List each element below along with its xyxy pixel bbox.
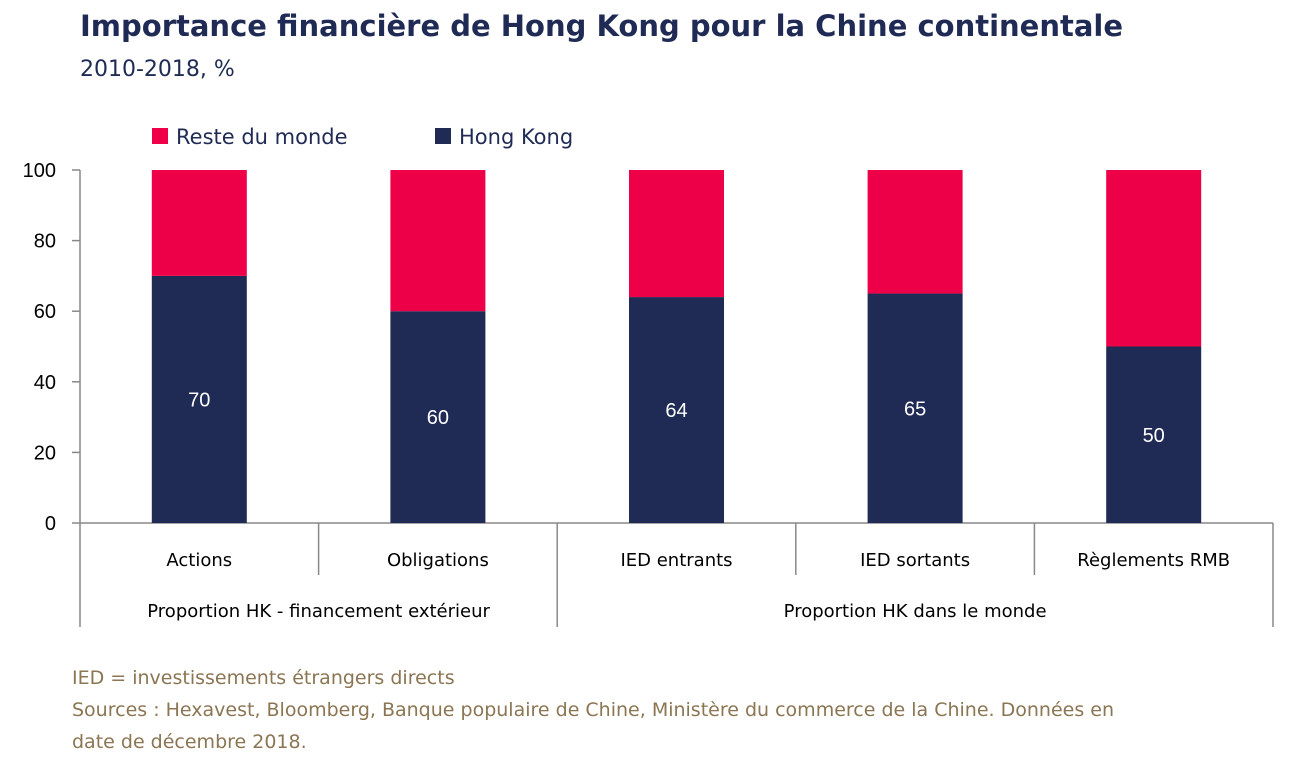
chart-subtitle: 2010-2018, % — [80, 57, 235, 82]
footnote-1: IED = investissements étrangers directs — [72, 667, 455, 689]
data-label: 60 — [427, 407, 449, 429]
bar-reste-du-monde — [629, 170, 724, 298]
bar-reste-du-monde — [1106, 170, 1202, 347]
category-label: Actions — [166, 550, 232, 571]
y-tick-label: 60 — [34, 301, 56, 323]
legend: Reste du monde Hong Kong — [152, 125, 573, 149]
category-label: Obligations — [387, 550, 489, 571]
group-label: Proportion HK - financement extérieur — [147, 601, 490, 622]
data-label: 64 — [665, 400, 687, 422]
bar-hong-kong — [867, 293, 963, 523]
chart-title: Importance financière de Hong Kong pour … — [80, 9, 1123, 43]
category-label: IED sortants — [860, 550, 970, 571]
legend-label: Reste du monde — [176, 125, 348, 149]
footnote-3: date de décembre 2018. — [72, 731, 307, 753]
category-label: Règlements RMB — [1077, 550, 1230, 571]
bar-reste-du-monde — [390, 170, 486, 312]
bar-reste-du-monde — [151, 170, 247, 276]
footnote-2: Sources : Hexavest, Bloomberg, Banque po… — [72, 699, 1114, 721]
y-tick-label: 100 — [23, 160, 56, 182]
bars: 70 60 64 65 50 — [151, 170, 1202, 523]
bar-hong-kong — [390, 311, 486, 523]
bar-reste-du-monde — [867, 170, 963, 294]
group-label: Proportion HK dans le monde — [784, 601, 1047, 622]
y-tick-label: 40 — [34, 372, 56, 394]
bar-hong-kong — [1106, 346, 1202, 523]
legend-swatch — [435, 128, 451, 144]
data-label: 50 — [1143, 425, 1165, 447]
legend-swatch — [152, 128, 168, 144]
bar-hong-kong — [629, 297, 724, 523]
data-label: 65 — [904, 398, 926, 420]
y-tick-label: 20 — [34, 442, 56, 464]
data-label: 70 — [188, 389, 210, 411]
y-tick-label: 80 — [34, 231, 56, 253]
legend-label: Hong Kong — [459, 125, 573, 149]
bar-hong-kong — [151, 275, 247, 523]
y-tick-label: 0 — [45, 513, 56, 535]
category-label: IED entrants — [620, 550, 732, 571]
